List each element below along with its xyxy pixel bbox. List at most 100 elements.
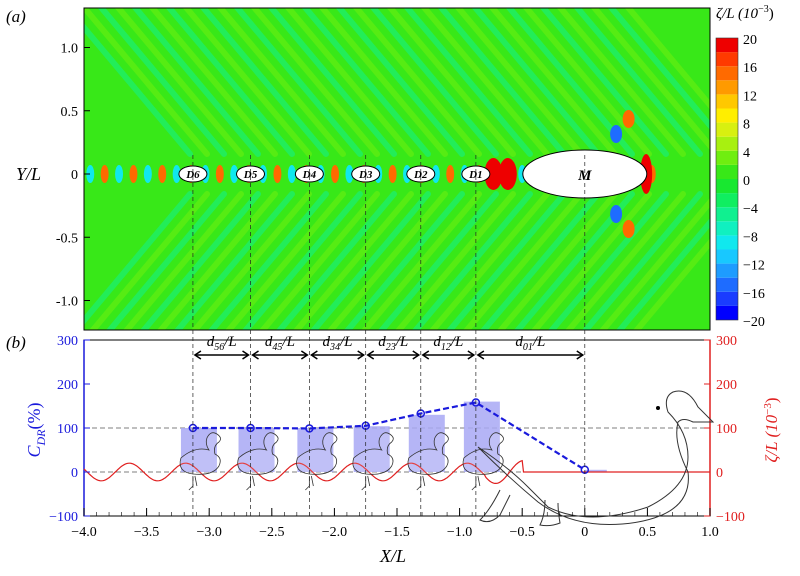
shoulder-wave (622, 110, 635, 128)
shoulder-wave (610, 125, 623, 143)
x-tick-label: 0.5 (639, 525, 657, 540)
x-tick-label: 1.0 (701, 525, 719, 540)
centerline-wave-crest (129, 165, 138, 183)
wake-stripe (310, 191, 431, 330)
cdr-bar (238, 428, 275, 472)
wake-stripe (395, 191, 516, 330)
colorbar-tick-label: −20 (743, 315, 765, 330)
wake-stripe (84, 8, 210, 157)
centerline-wave-crest (230, 165, 239, 183)
left-y-tick-label: 200 (57, 378, 78, 393)
panel-a-frame (83, 7, 711, 331)
left-y-tick-label: −100 (49, 510, 78, 525)
centerline-wave-crest (388, 165, 397, 183)
wake-stripe (471, 8, 601, 157)
left-y-tick-label: 100 (57, 422, 78, 437)
centerline-wave-crest (273, 165, 282, 183)
cdr-bar (584, 469, 607, 472)
wake-stripe (446, 191, 567, 330)
x-tick-label: −3.5 (134, 525, 159, 540)
centerline-wave-crest (100, 165, 109, 183)
wake-stripe (284, 8, 414, 157)
wake-stripe (259, 191, 380, 330)
duckling-drawing (462, 432, 504, 475)
wake-stripe (199, 8, 329, 157)
wake-stripe (565, 191, 686, 330)
arrowhead-icon (251, 350, 309, 360)
wake-stripe (454, 8, 584, 157)
wake-stripe (216, 8, 346, 157)
colorbar-band (716, 263, 738, 278)
centerline-wave-crest (86, 165, 95, 183)
x-tick-label: −3.0 (196, 525, 221, 540)
zeta-curve (83, 459, 710, 484)
wake-stripe (624, 8, 710, 110)
colorbar-band (716, 207, 738, 222)
colorbar-band (716, 164, 738, 179)
mother-duck-drawing (477, 390, 715, 525)
wake-stripe (539, 8, 669, 157)
wake-stripe (480, 191, 601, 330)
arrowhead-icon (310, 350, 366, 360)
centerline-wave-crest (498, 158, 517, 190)
wake-stripe (437, 8, 567, 157)
wake-stripe (463, 191, 584, 330)
spacing-label: d45/L (265, 334, 295, 353)
colorbar-tick-label: 4 (743, 146, 750, 161)
colorbar-frame (715, 37, 739, 321)
colorbar-band (716, 235, 738, 250)
spacing-label: d56/L (207, 334, 237, 353)
centerline-wave-crest (331, 165, 340, 183)
wake-stripe (242, 191, 363, 330)
wake-stripe (140, 191, 261, 330)
wake-stripe (352, 8, 482, 157)
wake-stripe (84, 191, 193, 326)
colorbar-tick-label: 12 (743, 89, 757, 104)
body-label: D2 (413, 169, 428, 181)
right-y-tick-label: 200 (716, 378, 737, 393)
centerline-wave-crest (345, 165, 354, 183)
wake-stripe (599, 197, 710, 330)
y-tick-label: 0.5 (61, 105, 79, 120)
y-tick-label: -0.5 (56, 231, 78, 246)
colorbar-band (716, 221, 738, 236)
colorbar-band (716, 80, 738, 95)
wake-stripe (191, 191, 312, 330)
wake-stripe (114, 8, 244, 157)
colorbar-band (716, 305, 738, 320)
wake-stripe (157, 191, 278, 330)
duckling-drawing (296, 432, 338, 475)
wake-stripe (616, 217, 710, 330)
y-tick-label: 0 (71, 168, 78, 183)
cdr-bar (408, 414, 445, 472)
wake-stripe (403, 8, 533, 157)
wake-stripe (182, 8, 312, 157)
body-label: D3 (358, 169, 373, 181)
wake-stripe (497, 191, 618, 330)
body-label: D6 (185, 169, 200, 181)
body-label: D5 (243, 169, 258, 181)
wake-stripe (488, 8, 618, 157)
wake-stripe (208, 191, 329, 330)
wake-stripe (233, 8, 363, 157)
centerline-wave-crest (172, 165, 181, 183)
wake-stripe (276, 191, 397, 330)
arrowhead-icon (366, 350, 421, 360)
cdr-point (471, 398, 481, 407)
cdr-axis-label: CDR(%) (24, 402, 48, 457)
colorbar-band (716, 150, 738, 165)
spacing-label: d23/L (378, 334, 408, 353)
wake-stripe (369, 8, 499, 157)
wake-stripe (548, 191, 669, 330)
y-axis-label-a: Y/L (16, 164, 41, 184)
centerline-wave-crest (115, 165, 124, 183)
colorbar-tick-label: −8 (743, 230, 758, 245)
wake-stripe (378, 191, 499, 330)
centerline-wave-crest (446, 165, 455, 183)
drag-reduction-panel: d56/L d45/L d34/L d23/L d12/L d01/L −4.0 −3.5 −3… (49, 334, 745, 540)
body-label: D4 (302, 169, 317, 181)
y-tick-label: -1.0 (56, 295, 78, 310)
wake-stripe (607, 8, 710, 131)
right-y-tick-label: 100 (716, 422, 737, 437)
